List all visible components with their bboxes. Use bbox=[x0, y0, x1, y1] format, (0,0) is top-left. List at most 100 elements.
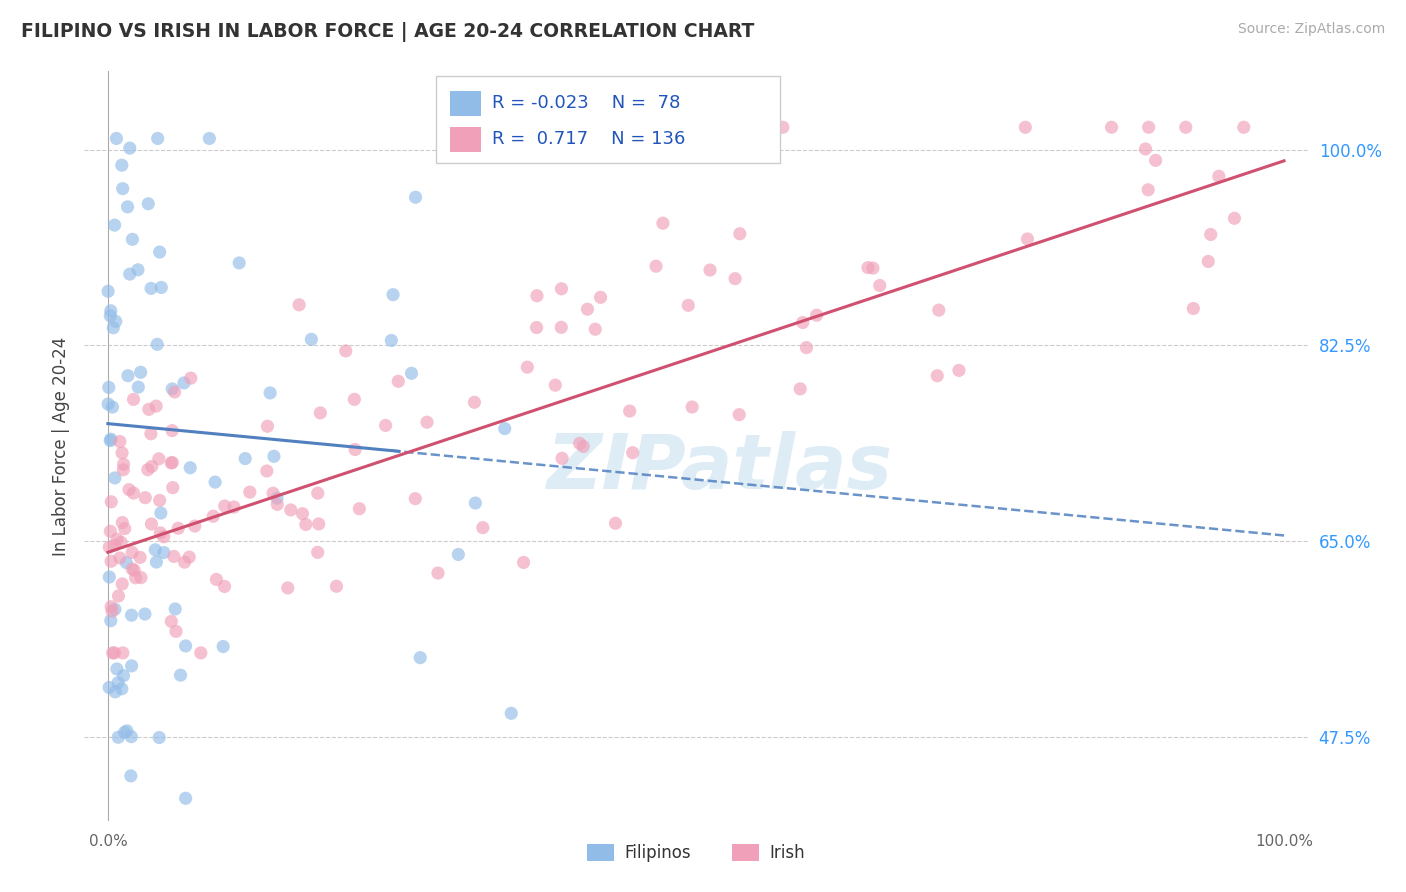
Point bbox=[266, 491, 288, 506]
Point bbox=[160, 456, 183, 470]
Point bbox=[681, 400, 703, 414]
Point bbox=[1208, 169, 1230, 184]
Point bbox=[1174, 120, 1197, 135]
Point bbox=[325, 579, 347, 593]
Point bbox=[404, 491, 426, 506]
Point bbox=[148, 451, 170, 466]
Point bbox=[107, 731, 129, 745]
Point bbox=[605, 516, 627, 531]
Point bbox=[108, 434, 131, 449]
Point bbox=[572, 439, 595, 453]
Point bbox=[111, 158, 134, 172]
Point bbox=[228, 256, 250, 270]
Point bbox=[494, 421, 516, 435]
Point bbox=[98, 681, 121, 695]
Point bbox=[263, 450, 285, 464]
Point bbox=[862, 261, 884, 276]
Point bbox=[114, 725, 136, 739]
Point bbox=[139, 426, 162, 441]
Point bbox=[174, 791, 197, 805]
Point bbox=[583, 322, 606, 336]
Point bbox=[204, 475, 226, 489]
Point bbox=[262, 486, 284, 500]
Point bbox=[152, 530, 174, 544]
Point bbox=[1182, 301, 1205, 316]
Point bbox=[136, 463, 159, 477]
Point bbox=[927, 368, 949, 383]
Point bbox=[145, 555, 167, 569]
Point bbox=[100, 432, 122, 446]
Point bbox=[105, 662, 128, 676]
Point bbox=[100, 554, 122, 568]
Text: R = -0.023    N =  78: R = -0.023 N = 78 bbox=[492, 95, 681, 112]
Point bbox=[107, 589, 129, 603]
Point bbox=[426, 566, 449, 580]
Point bbox=[382, 287, 405, 301]
Point bbox=[256, 419, 278, 434]
Point bbox=[101, 400, 124, 414]
Point bbox=[100, 303, 122, 318]
Point bbox=[146, 337, 169, 351]
Point bbox=[149, 525, 172, 540]
Point bbox=[948, 363, 970, 377]
Point bbox=[1135, 142, 1157, 156]
Point bbox=[117, 200, 139, 214]
Point bbox=[516, 360, 538, 375]
Y-axis label: In Labor Force | Age 20-24: In Labor Force | Age 20-24 bbox=[52, 336, 70, 556]
Point bbox=[1197, 254, 1219, 268]
Point bbox=[387, 374, 409, 388]
Point bbox=[233, 451, 256, 466]
Text: ZIPatlas: ZIPatlas bbox=[547, 432, 893, 506]
Point bbox=[409, 650, 432, 665]
Text: 0.0%: 0.0% bbox=[89, 834, 128, 849]
Point bbox=[550, 282, 572, 296]
Point bbox=[202, 509, 225, 524]
Point bbox=[162, 481, 184, 495]
Point bbox=[103, 320, 125, 334]
Point bbox=[239, 485, 262, 500]
Point bbox=[295, 517, 318, 532]
Point bbox=[772, 120, 794, 135]
Point bbox=[335, 343, 357, 358]
Point bbox=[111, 516, 134, 530]
Point bbox=[1223, 211, 1246, 226]
Point bbox=[97, 285, 120, 299]
Point bbox=[149, 506, 172, 520]
Point bbox=[122, 486, 145, 500]
Point bbox=[163, 384, 186, 399]
Point bbox=[110, 535, 132, 549]
Point bbox=[169, 668, 191, 682]
Point bbox=[141, 516, 163, 531]
Point bbox=[173, 376, 195, 390]
Point bbox=[550, 320, 572, 334]
Point bbox=[141, 459, 163, 474]
Point bbox=[349, 501, 371, 516]
Point bbox=[728, 227, 751, 241]
Point bbox=[103, 218, 125, 232]
Point bbox=[118, 141, 141, 155]
Point bbox=[728, 408, 751, 422]
Point bbox=[100, 614, 122, 628]
Point bbox=[101, 604, 124, 618]
Point bbox=[308, 516, 330, 531]
Point bbox=[173, 555, 195, 569]
Text: 100.0%: 100.0% bbox=[1256, 834, 1313, 849]
Point bbox=[307, 545, 329, 559]
Point bbox=[104, 471, 127, 485]
Point bbox=[150, 280, 173, 294]
Point bbox=[280, 503, 302, 517]
Point bbox=[153, 546, 176, 560]
Point bbox=[928, 303, 950, 318]
Point bbox=[1233, 120, 1256, 135]
Point bbox=[307, 486, 329, 500]
Point bbox=[184, 519, 207, 533]
Point bbox=[129, 550, 152, 565]
Point bbox=[165, 624, 187, 639]
Text: R =  0.717    N = 136: R = 0.717 N = 136 bbox=[492, 130, 686, 148]
Point bbox=[108, 551, 131, 566]
Point bbox=[1014, 120, 1036, 135]
Point bbox=[180, 371, 202, 385]
Point bbox=[115, 556, 138, 570]
Point bbox=[101, 646, 124, 660]
Point bbox=[645, 259, 668, 273]
